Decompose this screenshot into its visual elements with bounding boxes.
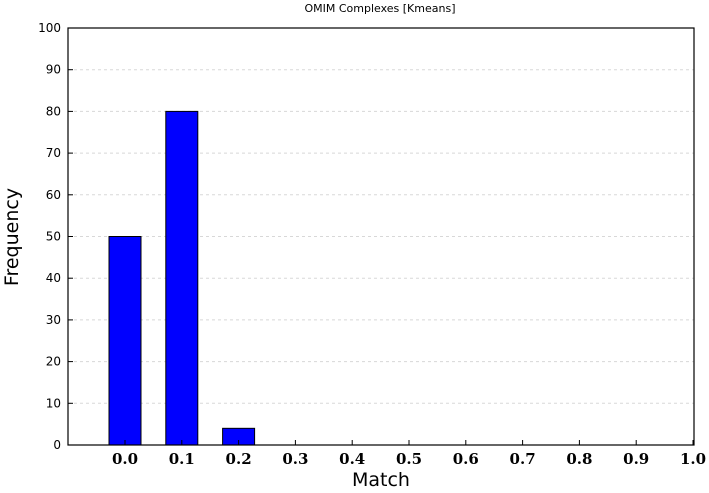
y-tick-label: 0	[53, 438, 61, 452]
y-axis-ticks: 0 10 20 30 40 50 60 70 80 90 100	[38, 21, 73, 452]
x-tick-label: 0.4	[339, 450, 365, 468]
y-tick-label: 100	[38, 21, 61, 35]
x-axis-label: Match	[352, 469, 410, 491]
x-tick-label: 0.8	[566, 450, 592, 468]
x-tick-label: 0.1	[169, 450, 195, 468]
x-tick-label: 0.2	[226, 450, 252, 468]
x-tick-label: 0.9	[623, 450, 649, 468]
y-tick-label: 90	[46, 63, 61, 77]
y-tick-label: 60	[46, 188, 61, 202]
x-tick-label: 0.3	[282, 450, 308, 468]
y-tick-label: 80	[46, 104, 61, 118]
chart-title: OMIM Complexes [Kmeans]	[304, 2, 455, 15]
plot-frame	[67, 27, 695, 446]
y-tick-label: 40	[46, 271, 61, 285]
y-tick-label: 10	[46, 396, 61, 410]
x-tick-label: 1.0	[680, 450, 706, 468]
y-axis-label: Frequency	[1, 188, 23, 286]
bar-0.1	[165, 110, 199, 446]
bars	[108, 110, 256, 446]
x-tick-label: 0.0	[112, 450, 138, 468]
x-tick-label: 0.6	[453, 450, 479, 468]
grid-lines	[68, 69, 694, 404]
y-tick-label: 50	[46, 230, 61, 244]
y-tick-label: 70	[46, 146, 61, 160]
x-axis-ticks: 0.0 0.1 0.2 0.3 0.4 0.5 0.6 0.7 0.8 0.9 1.0	[112, 440, 706, 468]
y-tick-label: 30	[46, 313, 61, 327]
bar-0.0	[108, 236, 142, 446]
x-tick-label: 0.7	[510, 450, 536, 468]
y-tick-label: 20	[46, 355, 61, 369]
x-tick-label: 0.5	[396, 450, 422, 468]
